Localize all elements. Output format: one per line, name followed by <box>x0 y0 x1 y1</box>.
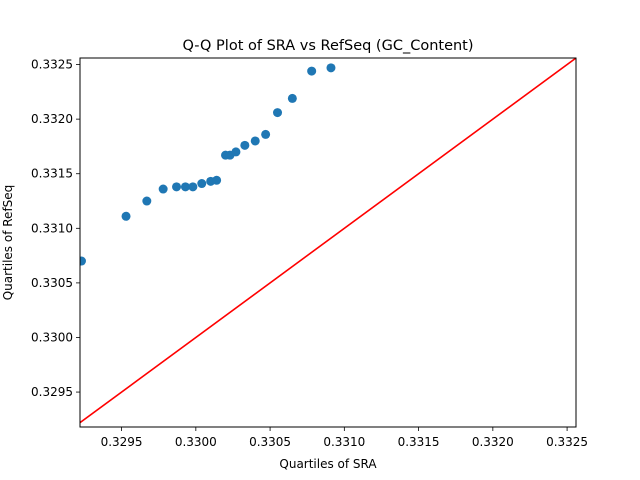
y-tick-label: 0.3315 <box>31 167 73 181</box>
reference-line <box>80 58 576 424</box>
y-tick-label: 0.3300 <box>31 330 73 344</box>
x-axis-label: Quartiles of SRA <box>279 457 377 471</box>
y-tick-label: 0.3295 <box>31 385 73 399</box>
data-point <box>188 182 198 192</box>
plot-frame <box>79 57 577 428</box>
data-point <box>231 147 241 157</box>
data-point <box>197 179 207 189</box>
x-tick-label: 0.3320 <box>472 435 514 449</box>
x-tick-label: 0.3315 <box>398 435 440 449</box>
y-tick-label: 0.3320 <box>31 112 73 126</box>
data-point <box>180 182 190 192</box>
data-point <box>142 196 152 206</box>
data-point <box>326 63 336 73</box>
data-point <box>158 184 168 194</box>
data-point <box>287 93 297 103</box>
data-point <box>261 129 271 139</box>
x-tick-label: 0.3325 <box>546 435 588 449</box>
data-point <box>240 140 250 150</box>
data-point <box>80 256 86 266</box>
data-point <box>212 175 222 185</box>
y-tick-label: 0.3325 <box>31 58 73 72</box>
chart-title: Q-Q Plot of SRA vs RefSeq (GC_Content) <box>182 38 473 54</box>
data-point <box>273 108 283 118</box>
x-tick-label: 0.3295 <box>101 435 143 449</box>
x-tick-label: 0.3305 <box>249 435 291 449</box>
data-point <box>172 182 182 192</box>
x-tick-label: 0.3300 <box>175 435 217 449</box>
y-tick-label: 0.3305 <box>31 276 73 290</box>
y-axis-label: Quartiles of RefSeq <box>1 185 15 301</box>
data-point <box>121 211 131 221</box>
y-tick-label: 0.3310 <box>31 221 73 235</box>
x-tick-label: 0.3310 <box>323 435 365 449</box>
data-point <box>307 66 317 76</box>
data-point <box>250 136 260 146</box>
